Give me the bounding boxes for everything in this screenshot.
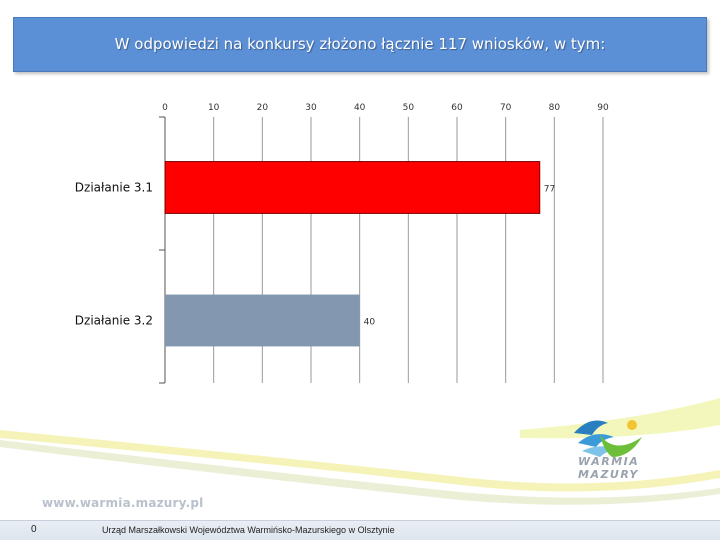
bar-1 xyxy=(164,161,541,214)
y-axis xyxy=(159,116,166,384)
bars xyxy=(164,161,541,347)
bar-2 xyxy=(165,294,360,347)
footer-website-link[interactable]: www.warmia.mazury.pl xyxy=(42,496,204,510)
title-banner: W odpowiedzi na konkursy złożono łącznie… xyxy=(13,17,707,72)
x-tick-label: 60 xyxy=(451,103,463,113)
category-label: Działanie 3.1 xyxy=(75,180,153,194)
value-labels: 77 40 xyxy=(364,184,556,327)
x-tick-labels: 0 10 20 30 40 50 60 70 80 90 xyxy=(162,103,609,113)
x-tick-label: 90 xyxy=(597,103,609,113)
page-number: 0 xyxy=(31,524,37,535)
x-tick-label: 40 xyxy=(354,103,366,113)
category-label: Działanie 3.2 xyxy=(75,313,153,327)
logo-wordmark: WARMIA MAZURY xyxy=(578,455,639,481)
logo-line-2: MAZURY xyxy=(578,468,639,481)
logo-line-1: WARMIA xyxy=(578,455,640,468)
x-tick-label: 80 xyxy=(549,103,561,113)
value-label: 40 xyxy=(364,317,376,327)
footer-bar xyxy=(0,520,720,540)
x-tick-label: 50 xyxy=(403,103,415,113)
x-tick-label: 30 xyxy=(305,103,317,113)
x-tick-label: 20 xyxy=(257,103,269,113)
x-tick-label: 70 xyxy=(500,103,512,113)
x-tick-label: 10 xyxy=(208,103,220,113)
chart-title: W odpowiedzi na konkursy złożono łącznie… xyxy=(114,34,606,53)
x-tick-label: 0 xyxy=(162,103,168,113)
category-labels: Działanie 3.1 Działanie 3.2 xyxy=(75,180,153,327)
footer-institution: Urząd Marszałkowski Województwa Warmińsk… xyxy=(102,525,395,535)
warmia-mazury-logo-icon xyxy=(574,420,642,457)
value-label: 77 xyxy=(544,184,555,194)
